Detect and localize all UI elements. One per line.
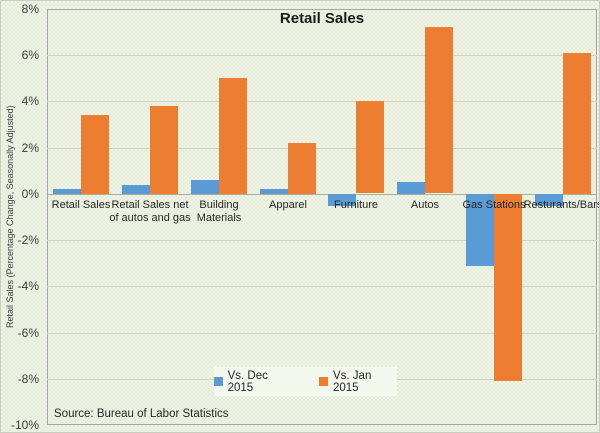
bar-vs-dec-2015-building-materials [191, 180, 219, 194]
bar-vs-dec-2015-resturants-bars [535, 194, 563, 206]
legend-label: Vs. Jan 2015 [332, 369, 372, 394]
source-note: Source: Bureau of Labor Statistics [54, 408, 229, 420]
bar-vs-jan-2015-furniture [356, 101, 384, 193]
y-tick-label: 6% [21, 48, 39, 62]
bar-vs-dec-2015-furniture [328, 194, 356, 206]
bar-vs-dec-2015-autos [397, 182, 425, 194]
category-label-building-materials: Building Materials [196, 199, 242, 224]
gridline [47, 333, 597, 334]
y-tick-label: -4% [17, 279, 39, 293]
gridline [47, 148, 597, 149]
gridline [47, 101, 597, 102]
gridline [47, 55, 597, 56]
y-tick-label: -2% [17, 233, 39, 247]
category-label-gas-stations: Gas Stations [462, 199, 526, 211]
y-tick-label: -6% [17, 326, 39, 340]
category-label-autos: Autos [410, 199, 440, 211]
y-tick-label: 2% [21, 141, 39, 155]
legend-item-vs-jan-2015: Vs. Jan 2015 [319, 370, 397, 394]
legend: Vs. Dec 2015 Vs. Jan 2015 [214, 367, 397, 396]
gridline [47, 240, 597, 241]
gridline [47, 286, 597, 287]
category-label-furniture: Furniture [333, 199, 379, 211]
bar-vs-jan-2015-retail-sales-net-of-autos-and-gas [150, 106, 178, 194]
y-tick-label: -10% [10, 418, 39, 432]
legend-label: Vs. Dec 2015 [227, 369, 268, 394]
bar-vs-jan-2015-autos [425, 27, 453, 193]
bar-vs-jan-2015-resturants-bars [563, 53, 591, 194]
category-label-retail-sales-net-of-autos-and-gas: Retail Sales net of autos and gas [109, 199, 191, 224]
bar-vs-dec-2015-gas-stations [466, 194, 494, 266]
bar-vs-dec-2015-apparel [260, 189, 288, 194]
bar-vs-jan-2015-gas-stations [494, 194, 522, 381]
bar-vs-jan-2015-retail-sales [81, 115, 109, 194]
bar-vs-dec-2015-retail-sales [53, 189, 81, 194]
y-tick-label: -8% [17, 372, 39, 386]
legend-item-vs-dec-2015: Vs. Dec 2015 [214, 370, 293, 394]
bar-vs-dec-2015-retail-sales-net-of-autos-and-gas [122, 185, 150, 194]
zero-axis-line [47, 194, 597, 195]
y-axis-title: Retail Sales (Percentage Change, Seasona… [5, 105, 15, 328]
y-tick-label: 0% [21, 187, 39, 201]
bar-vs-jan-2015-apparel [288, 143, 316, 194]
category-label-apparel: Apparel [269, 199, 307, 211]
bar-vs-jan-2015-building-materials [219, 78, 247, 194]
legend-swatch-orange-icon [319, 377, 328, 386]
y-tick-label: 4% [21, 94, 39, 108]
category-label-retail-sales: Retail Sales [51, 199, 111, 211]
legend-swatch-blue-icon [214, 377, 223, 386]
plot-area [47, 9, 597, 425]
chart-title: Retail Sales [279, 10, 365, 27]
category-label-resturants-bars: Resturants/Bars [523, 199, 600, 211]
y-tick-label: 8% [21, 2, 39, 16]
